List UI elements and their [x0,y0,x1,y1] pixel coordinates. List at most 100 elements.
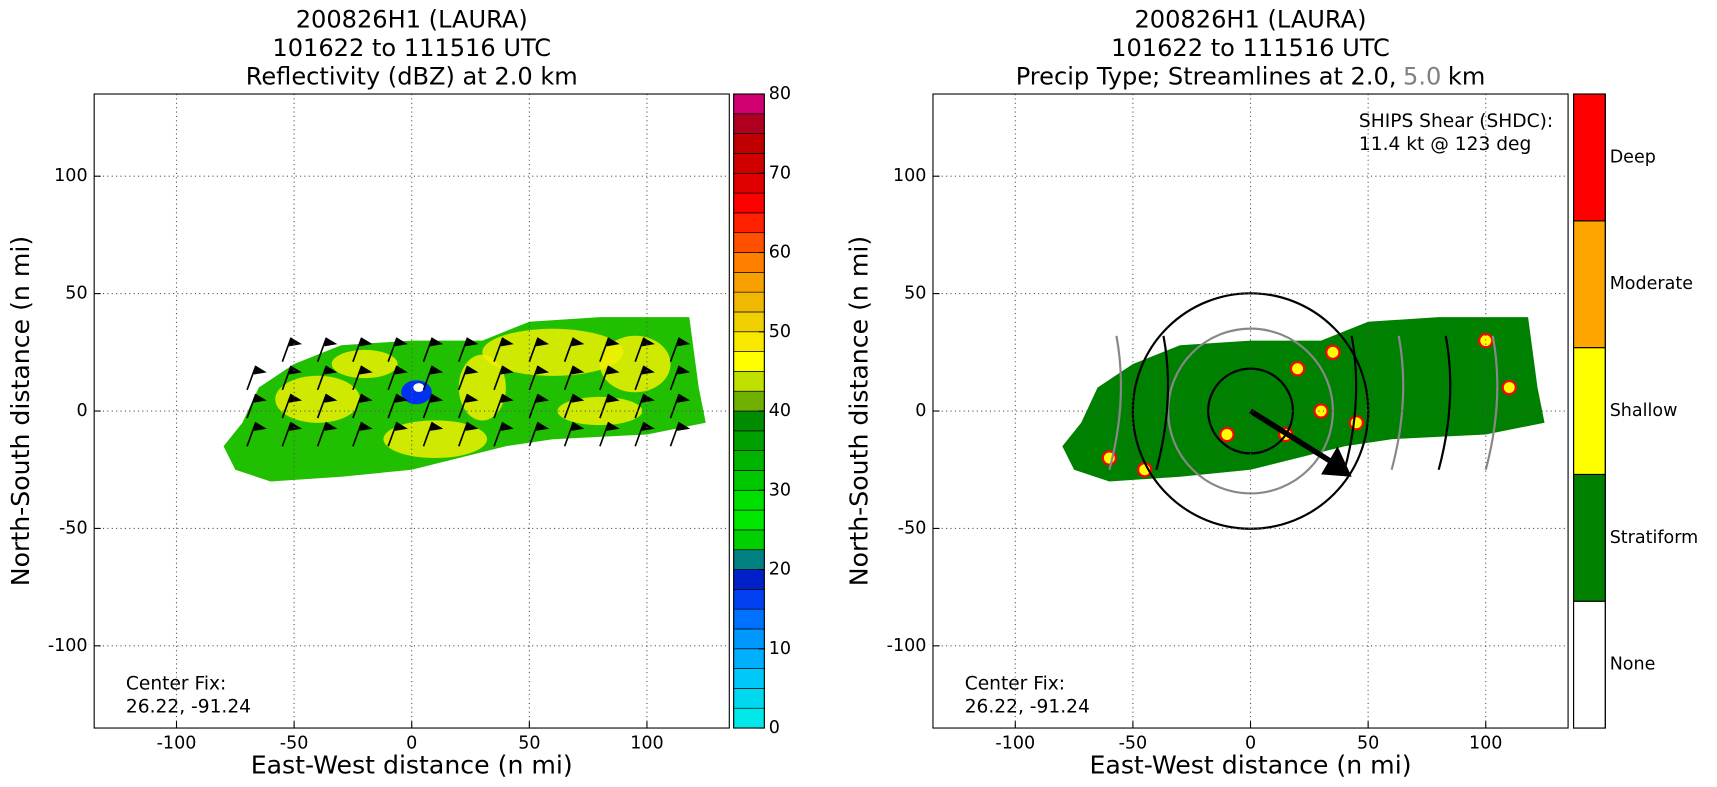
wind-barb [669,393,681,419]
barb-flag [571,393,585,403]
colorbar-bin [733,489,765,511]
wind-barb [493,365,504,391]
barb-flag [641,365,655,375]
barb-flag [430,393,444,403]
barb-flag [288,337,303,347]
x-tick-label: -100 [157,733,197,753]
colorbar-bin [733,628,765,650]
y-tick-label: 0 [76,401,87,421]
barb-flag [677,365,691,375]
wind-barb [422,421,434,447]
colorbar-frame [733,93,765,729]
chart-title: 101622 to 111516 UTC [1111,34,1390,62]
wind-barb [634,393,645,419]
wind-barb [634,337,645,362]
barb-flag [394,393,408,403]
colorbar-bin [733,470,765,491]
streamline [1437,335,1452,471]
wind-barb [281,365,292,391]
colorbar-label: 0 [769,718,780,738]
barb-flag [359,337,373,347]
y-tick-label: -50 [898,518,927,538]
colorbar-bin [733,371,765,392]
wind-barb [458,421,469,447]
barb-flag [465,337,479,347]
wind-barb [599,337,610,362]
y-tick-label: -50 [59,518,88,538]
barb-flag [500,393,514,403]
barb-flag [535,422,550,431]
echo-area [1062,317,1545,482]
annotation: 26.22, -91.24 [126,697,251,718]
echo-patch [383,420,488,459]
wind-barb [493,337,504,362]
wind-barb [563,337,575,362]
colorbar-bin [733,311,765,333]
streamline [1108,335,1123,471]
barb-flag [394,337,408,347]
wind-barb [528,393,539,419]
x-tick-label: 100 [1469,733,1502,753]
title-part: 5.0 [1403,63,1441,91]
wind-barb [281,421,292,447]
colorbar-bin [733,351,765,372]
wind-barb [563,421,575,447]
x-axis-label: East-West distance (n mi) [251,750,573,779]
barb-flag [571,337,585,347]
wind-barb [458,337,469,362]
barb-flag [641,393,655,403]
barb-flag [394,422,408,431]
colorbar-bin [1573,473,1606,602]
wind-barb [669,365,681,391]
convective-cell [1501,379,1517,396]
barb-flag [606,422,620,431]
x-axis-label: East-West distance (n mi) [1089,750,1411,779]
field [223,317,706,482]
y-axis-label: North-South distance (n mi) [845,236,874,586]
wind-barb [352,365,363,391]
wind-barb [599,393,610,419]
x-tick-label: -50 [1119,733,1148,753]
wind-barb [563,365,575,391]
y-axis-label: North-South distance (n mi) [6,236,35,586]
eye-core [413,383,425,392]
colorbar-bin [733,331,765,352]
echo-patch [331,349,398,379]
barb-flag [677,422,691,431]
wind-barb [599,365,610,391]
wind-barb [246,421,257,447]
colorbar-bin [733,272,765,293]
barb-flag [465,365,479,375]
annotation: Center Fix: [126,674,226,695]
barb-flag [359,422,373,431]
barb-flag [535,393,550,403]
wind-barb [493,393,504,419]
echo-patch [458,354,506,421]
convective-cell [1348,415,1365,431]
chart-title: 200826H1 (LAURA) [1134,6,1366,34]
colorbar-label: 10 [769,639,791,659]
wind-barb [281,393,292,419]
shear-label: 11.4 kt @ 123 deg [1359,134,1531,155]
barb-flag [571,365,585,375]
annotation: Center Fix: [965,674,1065,695]
barb-flag [253,365,267,375]
barb-flag [394,365,408,375]
barb-flag [500,337,514,347]
wind-barb [669,421,681,447]
colorbar-bin [733,450,765,471]
wind-barb [528,337,539,362]
barb-flag [535,365,550,375]
colorbar-bin [733,688,765,709]
barb-flag [253,422,267,431]
wind-barb [458,393,469,419]
barb-flag [606,337,620,347]
x-tick-label: -50 [280,733,309,753]
barb-flag [430,365,444,375]
colorbar-bin [733,569,765,590]
colorbar-bin [733,192,765,214]
colorbar-label: 20 [769,560,791,580]
wind-barb [528,421,539,447]
shear-arrow-head [1321,446,1352,477]
